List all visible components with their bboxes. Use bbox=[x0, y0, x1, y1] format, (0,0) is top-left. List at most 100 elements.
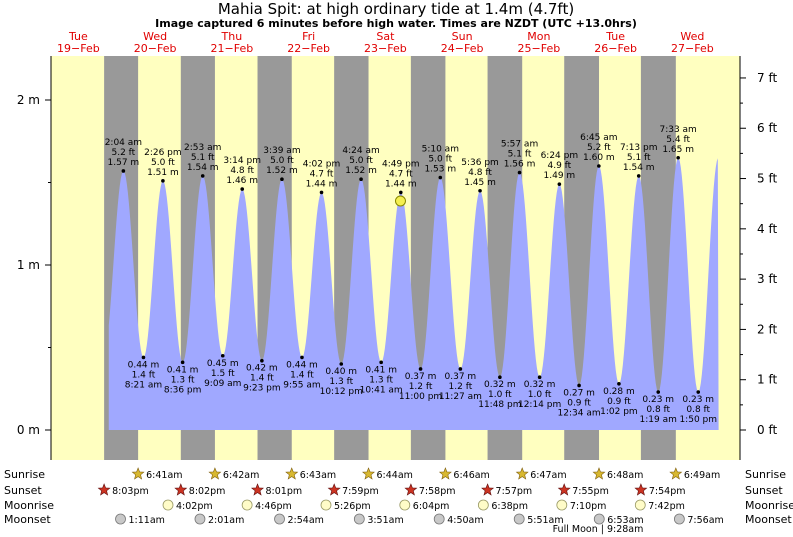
row-label-sunrise-right: Sunrise bbox=[745, 468, 786, 481]
moonrise-time: 6:04pm bbox=[413, 501, 450, 512]
y-tick-label-ft: 4 ft bbox=[757, 222, 777, 236]
tide-ft-label: 0.9 ft bbox=[567, 398, 591, 408]
date-label: 22−Feb bbox=[287, 42, 330, 55]
tide-m-label: 0.40 m bbox=[325, 367, 357, 377]
tide-point bbox=[696, 390, 701, 394]
plot-frame bbox=[50, 56, 741, 460]
tide-point bbox=[398, 190, 403, 195]
tide-point bbox=[319, 190, 324, 195]
y-tick-label-ft: 2 ft bbox=[757, 322, 777, 336]
tide-m-label: 0.37 m bbox=[445, 372, 477, 382]
sunset-time: 7:59pm bbox=[342, 486, 379, 497]
y-tick-label-ft: 7 ft bbox=[757, 71, 777, 85]
sunset-star-icon bbox=[97, 483, 111, 496]
tide-ft-label: 0.9 ft bbox=[607, 397, 631, 407]
moonset-time: 6:53am bbox=[607, 515, 643, 526]
tide-time-label: 2:26 pm bbox=[144, 148, 182, 158]
moonset-time: 1:11am bbox=[129, 515, 165, 526]
astro-events: 6:41am 6:42am 6:43am 6:44am 6:46am 6:47am 6:48… bbox=[97, 467, 724, 526]
tide-m-label: 0.41 m bbox=[167, 365, 199, 375]
tide-m-label: 0.37 m bbox=[405, 372, 437, 382]
tide-time-label: 5:36 pm bbox=[461, 158, 499, 168]
moonrise-moon-icon bbox=[241, 499, 253, 511]
moonrise-time: 5:26pm bbox=[334, 501, 371, 512]
tide-ft-label: 0.8 ft bbox=[646, 405, 670, 415]
tide-point bbox=[240, 187, 245, 191]
tide-m-label: 0.27 m bbox=[563, 388, 595, 398]
tide-ft-label: 1.2 ft bbox=[449, 382, 473, 392]
tide-m-label: 1.65 m bbox=[662, 145, 694, 155]
sunrise-time: 6:47am bbox=[530, 470, 566, 481]
day-of-week-label: Tue bbox=[605, 30, 625, 43]
moonrise-moon-icon bbox=[399, 499, 411, 511]
moonset-moon-icon bbox=[194, 513, 206, 525]
date-label: 21−Feb bbox=[211, 42, 254, 55]
chart-title: Mahia Spit: at high ordinary tide at 1.4… bbox=[218, 0, 574, 18]
tide-point bbox=[676, 155, 680, 160]
tide-m-label: 1.54 m bbox=[623, 163, 655, 173]
day-labels: Tue19−FebWed20−FebThu21−FebFri22−FebSat2… bbox=[57, 30, 714, 55]
astro-row-labels: Sunrise Sunrise Sunset Sunset Moonrise Moonri… bbox=[4, 468, 793, 526]
row-label-sunset-left: Sunset bbox=[4, 484, 42, 497]
tide-point bbox=[161, 179, 165, 183]
tide-point bbox=[656, 390, 661, 394]
tide-m-label: 1.53 m bbox=[424, 165, 456, 175]
sunset-time: 7:57pm bbox=[496, 486, 533, 497]
tide-m-label: 1.51 m bbox=[147, 168, 179, 178]
tide-m-label: 1.45 m bbox=[464, 178, 496, 188]
tide-m-label: 0.23 m bbox=[682, 395, 714, 405]
tide-m-label: 1.44 m bbox=[306, 179, 338, 189]
moonrise-time: 6:38pm bbox=[491, 501, 528, 512]
tide-point bbox=[478, 188, 482, 193]
row-label-sunset-right: Sunset bbox=[745, 484, 783, 497]
tide-ft-label: 5.0 ft bbox=[349, 156, 373, 166]
moonrise-moon-icon bbox=[162, 499, 174, 511]
tide-point bbox=[300, 355, 304, 360]
tide-time-label: 3:14 pm bbox=[223, 156, 261, 166]
tide-m-label: 0.44 m bbox=[128, 360, 160, 370]
tide-m-label: 0.45 m bbox=[207, 359, 239, 369]
tide-m-label: 1.60 m bbox=[583, 153, 615, 163]
row-label-moonset-right: Moonset bbox=[745, 513, 792, 526]
date-label: 26−Feb bbox=[594, 42, 637, 55]
tide-m-label: 1.52 m bbox=[345, 166, 377, 176]
sunrise-time: 6:46am bbox=[453, 470, 489, 481]
tide-point bbox=[141, 355, 146, 360]
tide-ft-label: 4.9 ft bbox=[547, 161, 571, 171]
tide-time-label: 7:33 am bbox=[659, 125, 696, 135]
moonrise-time: 4:02pm bbox=[176, 501, 213, 512]
day-of-week-label: Fri bbox=[302, 30, 315, 43]
tide-time-label: 5:57 am bbox=[501, 140, 538, 150]
tide-m-label: 1.52 m bbox=[266, 166, 298, 176]
tide-m-label: 0.42 m bbox=[246, 364, 278, 374]
sunrise-star-icon bbox=[208, 467, 222, 480]
day-of-week-label: Thu bbox=[221, 30, 243, 43]
moonrise-time: 4:46pm bbox=[255, 501, 292, 512]
tide-m-label: 0.41 m bbox=[365, 365, 397, 375]
moonset-time: 2:01am bbox=[208, 515, 244, 526]
sunrise-time: 6:41am bbox=[146, 470, 182, 481]
y-tick-label-m: 0 m bbox=[17, 423, 40, 437]
sunrise-star-icon bbox=[515, 467, 529, 480]
day-of-week-label: Tue bbox=[68, 30, 88, 43]
y-tick-label-ft: 3 ft bbox=[757, 272, 777, 286]
date-label: 25−Feb bbox=[518, 42, 561, 55]
tide-time-label: 1:19 am bbox=[640, 415, 677, 425]
row-label-moonrise-left: Moonrise bbox=[4, 499, 54, 512]
tide-m-label: 1.56 m bbox=[504, 160, 536, 170]
day-of-week-label: Wed bbox=[143, 30, 167, 43]
tide-ft-label: 4.7 ft bbox=[310, 169, 334, 179]
row-label-moonrise-right: Moonrise bbox=[745, 499, 793, 512]
tide-ft-label: 5.4 ft bbox=[666, 135, 690, 145]
sunset-star-icon bbox=[174, 483, 188, 496]
tide-m-label: 0.32 m bbox=[524, 380, 556, 390]
tide-m-label: 0.28 m bbox=[603, 387, 635, 397]
sunrise-star-icon bbox=[131, 467, 145, 480]
moonset-moon-icon bbox=[353, 513, 365, 525]
tide-ft-label: 5.0 ft bbox=[151, 158, 175, 168]
moonrise-moon-icon bbox=[634, 499, 646, 511]
tide-time-label: 9:55 am bbox=[283, 380, 320, 390]
sunset-star-icon bbox=[327, 483, 341, 496]
tide-m-label: 0.32 m bbox=[484, 380, 516, 390]
